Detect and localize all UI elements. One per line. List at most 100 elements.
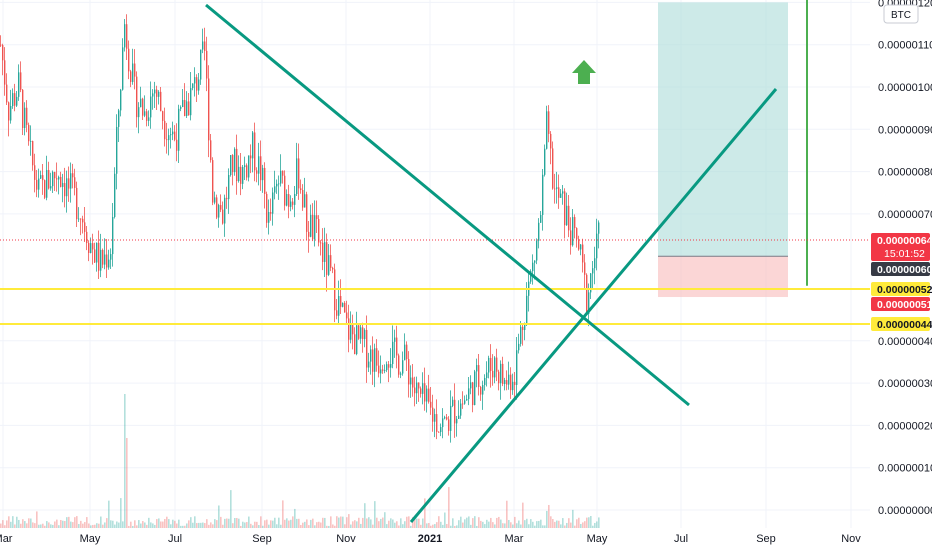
candle-body <box>82 218 84 223</box>
volume-bar <box>122 521 124 528</box>
candle-body <box>16 96 18 106</box>
candle-body <box>94 249 96 263</box>
volume-bar <box>90 525 92 528</box>
candle-body <box>404 344 406 361</box>
volume-bar <box>392 519 394 528</box>
candle-body <box>560 193 562 198</box>
volume-bar <box>588 517 590 528</box>
volume-bar <box>104 522 106 528</box>
candle-body <box>356 325 358 355</box>
candle-body <box>506 380 508 385</box>
volume-bar <box>178 519 180 528</box>
candle-body <box>128 48 130 72</box>
volume-bar <box>8 516 10 528</box>
volume-bar <box>50 524 52 528</box>
candle-body <box>390 364 392 368</box>
volume-bar <box>490 517 492 528</box>
volume-bar <box>550 516 552 528</box>
volume-bar <box>360 523 362 528</box>
volume-bar <box>88 523 90 528</box>
volume-bar <box>362 517 364 528</box>
volume-bar <box>198 522 200 528</box>
candle-body <box>312 214 314 240</box>
time-axis[interactable] <box>0 528 870 550</box>
y-tick-label: 0.00000110 <box>878 40 932 52</box>
candle-body <box>346 312 348 319</box>
price-tag[interactable]: 0.00000052 <box>871 282 932 296</box>
volume-bar <box>160 521 162 528</box>
volume-bar <box>368 517 370 528</box>
candle-body <box>350 323 352 340</box>
volume-bar <box>62 520 64 528</box>
volume-bar <box>536 521 538 528</box>
volume-bar <box>494 524 496 528</box>
volume-bar <box>66 517 68 528</box>
position-profit-zone[interactable] <box>658 2 788 257</box>
candle-body <box>10 106 12 121</box>
volume-bar <box>328 525 330 528</box>
candle-body <box>498 371 500 384</box>
candle-body <box>432 407 434 422</box>
candle-body <box>416 382 418 394</box>
candle-body <box>456 418 458 424</box>
candle-body <box>140 98 142 108</box>
volume-bar <box>594 522 596 528</box>
candle-body <box>548 111 550 134</box>
candle-body <box>54 171 56 179</box>
x-tick-label: 2021 <box>418 533 442 545</box>
candle-body <box>84 222 86 232</box>
volume-bar <box>574 525 576 528</box>
volume-bar <box>382 517 384 528</box>
candle-body <box>502 363 504 384</box>
candles <box>0 14 600 443</box>
volume-bar <box>450 525 452 528</box>
volume-bar <box>190 517 192 528</box>
position-loss-zone[interactable] <box>658 256 788 298</box>
volume-bar <box>358 517 360 528</box>
candle-body <box>72 173 74 178</box>
volume-bar <box>564 525 566 528</box>
candle-body <box>144 111 146 116</box>
price-tag[interactable]: 0.00000051 <box>871 297 932 311</box>
volume-bar <box>278 517 280 528</box>
y-tick-label: 0.00000090 <box>878 124 932 136</box>
candle-body <box>204 41 206 51</box>
currency-badge[interactable]: BTC <box>883 4 919 24</box>
candle-body <box>270 212 272 214</box>
volume-bar <box>408 516 410 528</box>
candle-body <box>6 84 8 103</box>
volume-bar <box>580 523 582 528</box>
volume-bar <box>486 519 488 528</box>
volume-bar <box>472 518 474 528</box>
candle-body <box>208 78 210 141</box>
candle-body <box>188 101 190 116</box>
price-tag[interactable]: 0.00000060 <box>871 262 932 276</box>
volume-bar <box>114 524 116 528</box>
candle-body <box>544 148 546 175</box>
candle-body <box>382 369 384 371</box>
volume-bar <box>396 521 398 528</box>
descending-trendline[interactable] <box>205 3 690 407</box>
position-tool[interactable] <box>658 2 788 298</box>
candle-body <box>214 197 216 203</box>
price-tag[interactable]: 0.00000044 <box>871 317 932 331</box>
candle-body <box>122 47 124 90</box>
volume-bar <box>372 524 374 528</box>
candle-body <box>530 271 532 282</box>
volume-bar <box>376 517 378 528</box>
volume-bar <box>126 438 128 528</box>
volume-bar <box>558 520 560 528</box>
candle-body <box>474 371 476 405</box>
candle-body <box>588 292 590 314</box>
volume-bar <box>562 518 564 528</box>
candle-body <box>360 327 362 339</box>
volume-bar <box>170 524 172 528</box>
ascending-trendline[interactable] <box>409 88 778 523</box>
volume-bar <box>526 518 528 528</box>
candle-body <box>354 334 356 355</box>
volume-bar <box>590 516 592 528</box>
volume-bar <box>76 516 78 528</box>
candle-body <box>556 187 558 189</box>
